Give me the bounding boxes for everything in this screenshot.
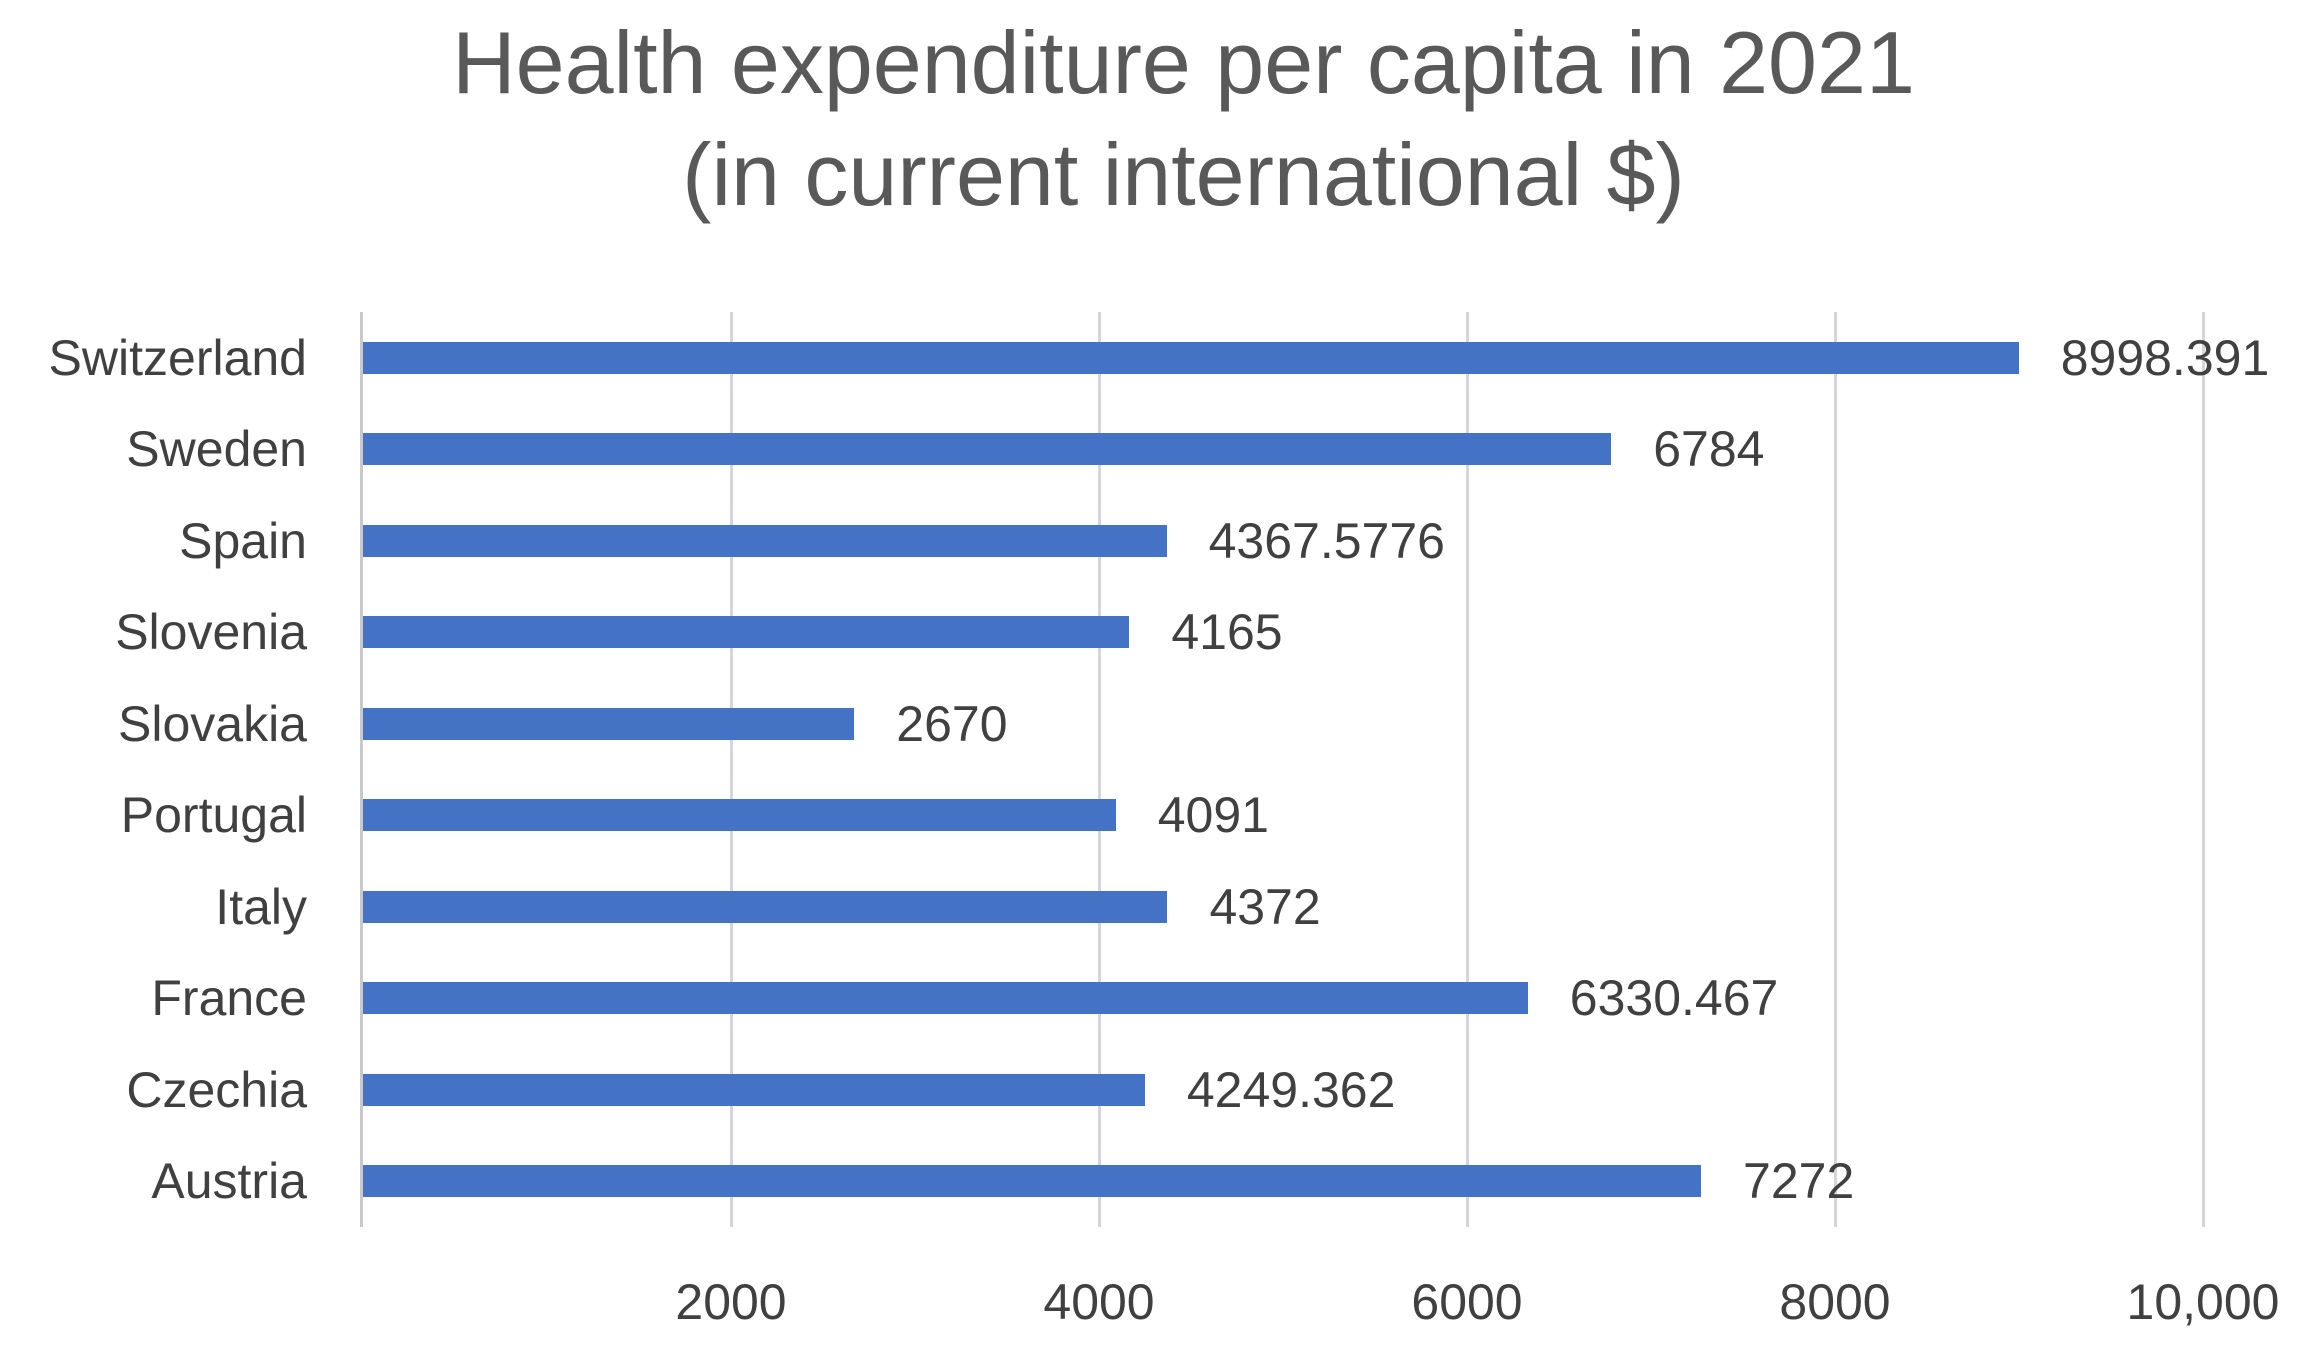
bar	[363, 1165, 1702, 1198]
value-label: 4165	[1171, 604, 1283, 661]
x-tick-label: 8000	[1779, 1274, 1891, 1330]
category-label: Sweden	[126, 421, 307, 478]
category-label: Spain	[179, 512, 307, 569]
chart-title-line-2: (in current international $)	[682, 125, 1685, 224]
bar	[363, 890, 1168, 923]
value-label: 4372	[1209, 878, 1321, 935]
bar	[363, 524, 1167, 557]
bar	[363, 982, 1528, 1015]
category-label: Slovakia	[118, 695, 307, 752]
x-tick-label: 4000	[1043, 1274, 1155, 1330]
x-tick-label: 6000	[1411, 1274, 1523, 1330]
gridline	[1097, 312, 1101, 1227]
category-label: Portugal	[120, 787, 307, 844]
chart-title-line-1: Health expenditure per capita in 2021	[452, 13, 1915, 112]
bar	[363, 616, 1130, 649]
x-tick-label: 10,000	[2126, 1274, 2280, 1330]
category-axis-labels: Switzerland Sweden Spain Slovenia Slovakia Po…	[0, 312, 307, 1227]
gridline	[729, 312, 733, 1227]
category-axis-line	[360, 312, 363, 1227]
category-label: France	[151, 970, 307, 1027]
category-label: Austria	[151, 1153, 307, 1210]
bar	[363, 341, 2019, 374]
value-label: 4091	[1157, 787, 1269, 844]
plot-area: 8998.391 6784 4367.5776 4165 2670 4091 4372 633…	[360, 312, 2269, 1227]
gridline	[1465, 312, 1469, 1227]
bar	[363, 1073, 1145, 1106]
value-label: 6784	[1653, 421, 1765, 478]
bar	[363, 707, 855, 740]
value-label: 4367.5776	[1208, 512, 1445, 569]
category-label: Slovenia	[115, 604, 307, 661]
value-label: 6330.467	[1569, 970, 1779, 1027]
gridline	[1833, 312, 1837, 1227]
value-label: 2670	[896, 695, 1008, 752]
bar	[363, 433, 1612, 466]
category-label: Switzerland	[48, 329, 307, 386]
value-axis-labels: 2000 4000 6000 8000 10,000	[363, 1272, 2279, 1332]
x-tick-label: 2000	[675, 1274, 787, 1330]
value-label: 8998.391	[2060, 329, 2270, 386]
category-label: Czechia	[126, 1061, 307, 1118]
value-label: 4249.362	[1186, 1061, 1396, 1118]
value-label: 7272	[1743, 1153, 1855, 1210]
bar	[363, 799, 1116, 832]
gridline	[2201, 312, 2205, 1227]
category-label: Italy	[215, 878, 307, 935]
